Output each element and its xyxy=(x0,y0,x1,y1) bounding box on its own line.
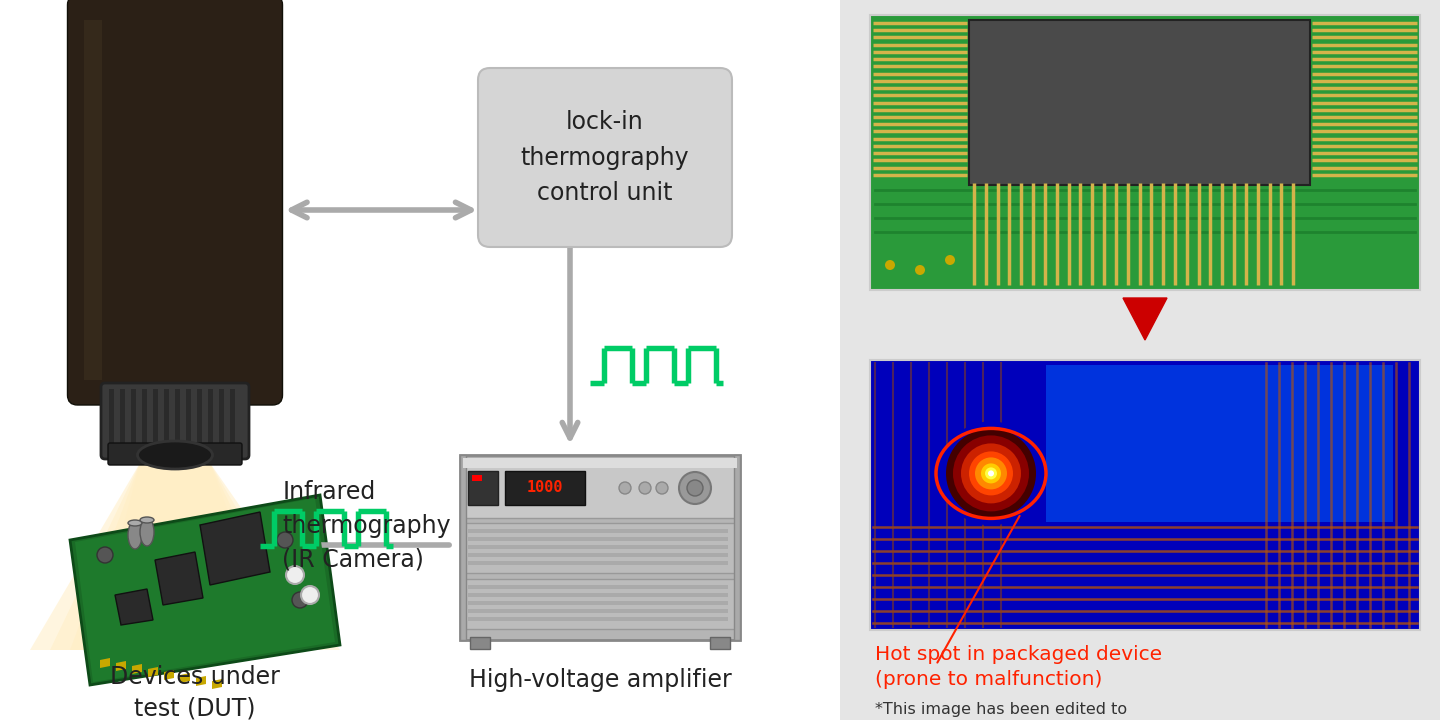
Bar xyxy=(207,389,213,453)
Bar xyxy=(197,389,202,453)
Bar xyxy=(84,20,101,380)
Polygon shape xyxy=(71,463,300,650)
Text: Hot spot in packaged device
(prone to malfunction): Hot spot in packaged device (prone to ma… xyxy=(876,645,1162,689)
FancyBboxPatch shape xyxy=(101,383,249,459)
Text: Infrared
thermography
(IR Camera): Infrared thermography (IR Camera) xyxy=(282,480,451,571)
Circle shape xyxy=(292,592,308,608)
Bar xyxy=(468,601,729,605)
Circle shape xyxy=(975,457,1007,490)
Circle shape xyxy=(886,260,896,270)
Circle shape xyxy=(96,547,112,563)
Bar xyxy=(120,389,125,453)
Polygon shape xyxy=(212,679,222,689)
Bar xyxy=(969,20,1310,185)
Bar xyxy=(468,561,729,565)
Bar xyxy=(469,637,490,649)
Circle shape xyxy=(680,472,711,504)
Bar xyxy=(734,455,740,640)
Polygon shape xyxy=(196,676,206,686)
Bar xyxy=(176,389,180,453)
Circle shape xyxy=(945,255,955,265)
Circle shape xyxy=(619,482,631,494)
Polygon shape xyxy=(156,552,203,605)
Bar xyxy=(840,0,1440,720)
Bar xyxy=(468,553,729,557)
Text: lock-in
thermography
control unit: lock-in thermography control unit xyxy=(521,110,690,205)
Text: High-voltage amplifier: High-voltage amplifier xyxy=(468,668,732,692)
Circle shape xyxy=(960,444,1021,503)
Bar xyxy=(468,617,729,621)
Circle shape xyxy=(639,482,651,494)
Text: *This image has been edited to
 show the concept.: *This image has been edited to show the … xyxy=(876,702,1128,720)
Bar xyxy=(468,545,729,549)
Bar xyxy=(109,389,114,453)
Polygon shape xyxy=(99,658,109,668)
Bar xyxy=(131,389,135,453)
Bar xyxy=(464,523,737,573)
Polygon shape xyxy=(1123,298,1166,340)
Ellipse shape xyxy=(128,521,143,549)
Circle shape xyxy=(953,436,1030,511)
Polygon shape xyxy=(89,463,279,650)
Bar xyxy=(468,537,729,541)
Ellipse shape xyxy=(128,520,143,526)
Polygon shape xyxy=(30,463,340,650)
Circle shape xyxy=(914,265,924,275)
Polygon shape xyxy=(71,495,340,685)
Bar xyxy=(468,471,498,505)
Bar xyxy=(464,458,737,468)
Circle shape xyxy=(939,421,1043,526)
Bar xyxy=(459,455,467,640)
Text: 1000: 1000 xyxy=(527,480,563,495)
Polygon shape xyxy=(117,661,127,671)
Circle shape xyxy=(276,532,292,548)
Bar xyxy=(153,389,158,453)
Circle shape xyxy=(657,482,668,494)
Bar xyxy=(464,458,737,518)
Bar xyxy=(505,471,585,505)
Bar xyxy=(468,609,729,613)
Bar xyxy=(1045,365,1392,521)
Ellipse shape xyxy=(140,518,154,546)
Bar xyxy=(468,585,729,589)
Ellipse shape xyxy=(140,517,154,523)
FancyBboxPatch shape xyxy=(108,443,242,465)
Polygon shape xyxy=(180,673,190,683)
Circle shape xyxy=(985,467,996,480)
Bar xyxy=(468,529,729,533)
Bar xyxy=(472,475,482,481)
Bar xyxy=(468,593,729,597)
Bar xyxy=(186,389,192,453)
Bar xyxy=(164,389,168,453)
Circle shape xyxy=(946,428,1035,518)
Circle shape xyxy=(287,566,304,584)
Polygon shape xyxy=(200,512,271,585)
Circle shape xyxy=(301,586,320,604)
Ellipse shape xyxy=(137,441,213,469)
Circle shape xyxy=(687,480,703,496)
Polygon shape xyxy=(75,498,336,682)
Polygon shape xyxy=(132,664,143,674)
Circle shape xyxy=(969,451,1012,495)
Bar xyxy=(219,389,225,453)
Bar xyxy=(710,637,730,649)
FancyBboxPatch shape xyxy=(68,0,282,405)
Bar xyxy=(143,389,147,453)
Polygon shape xyxy=(164,670,174,680)
Bar xyxy=(870,360,1420,630)
Bar xyxy=(230,389,235,453)
Bar xyxy=(870,15,1420,290)
Circle shape xyxy=(988,470,994,477)
FancyBboxPatch shape xyxy=(478,68,732,247)
Bar xyxy=(459,455,740,640)
Polygon shape xyxy=(50,463,320,650)
Polygon shape xyxy=(115,589,153,625)
Polygon shape xyxy=(148,667,158,677)
Circle shape xyxy=(981,464,1001,483)
Text: Devices under
test (DUT): Devices under test (DUT) xyxy=(109,665,279,720)
Bar xyxy=(464,579,737,629)
